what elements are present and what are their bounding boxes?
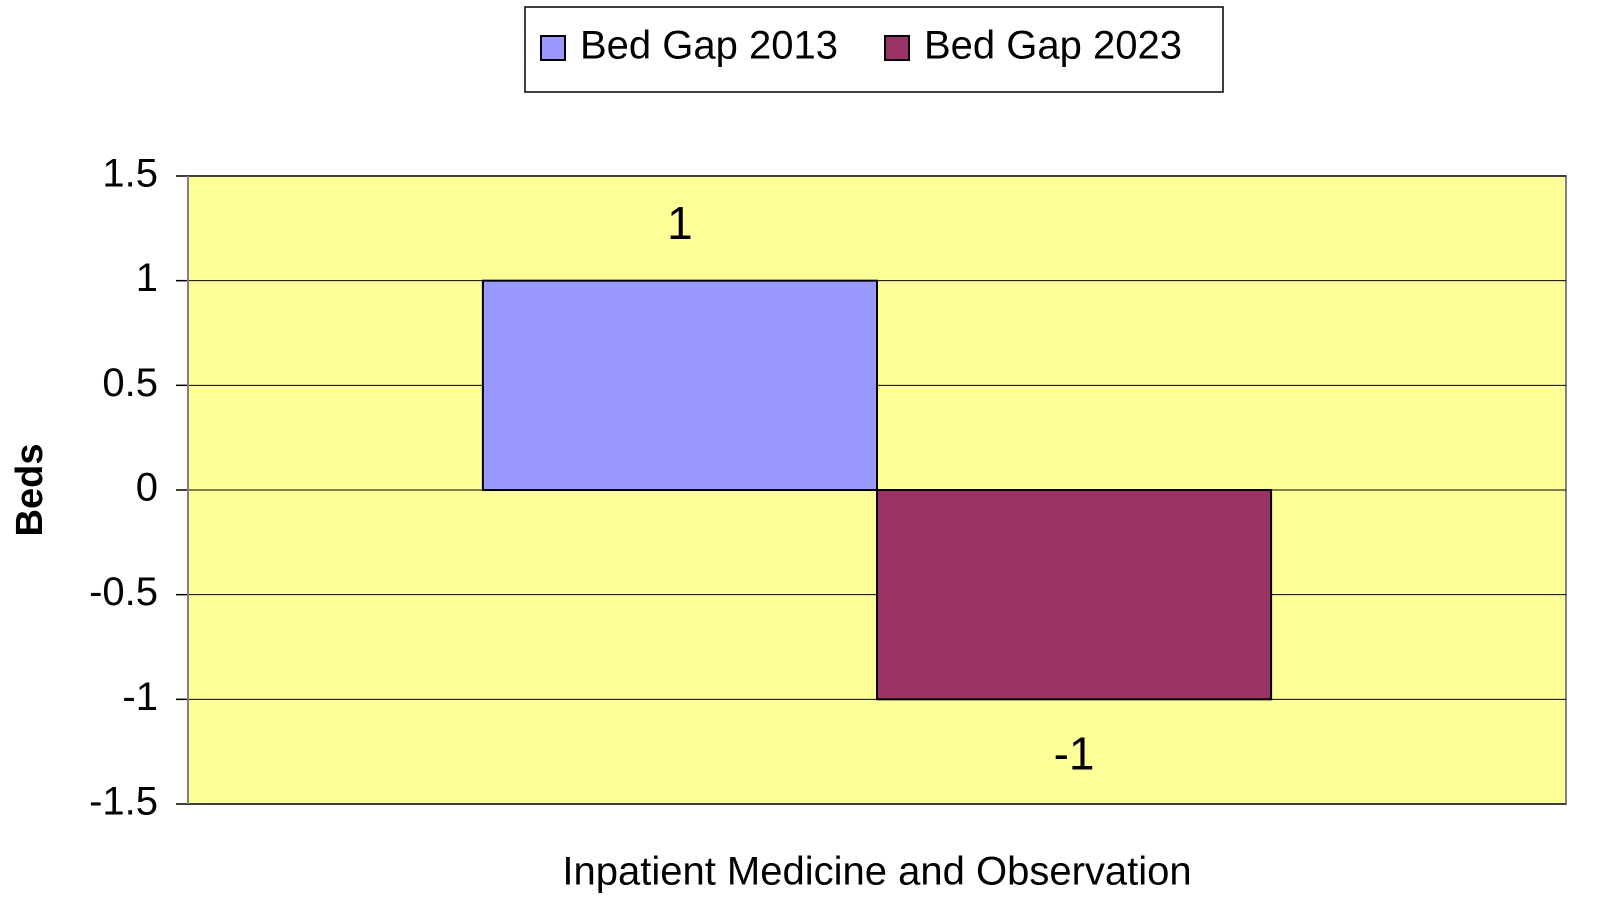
data-label: -1 xyxy=(1054,727,1095,779)
y-tick-label: 0.5 xyxy=(102,361,158,405)
x-tick-label: Inpatient Medicine and Observation xyxy=(562,850,1191,894)
bar xyxy=(481,279,878,491)
legend-label: Bed Gap 2013 xyxy=(580,24,838,68)
data-label: 1 xyxy=(667,197,693,249)
y-tick-label: 1.5 xyxy=(102,152,158,196)
legend-swatch xyxy=(884,35,910,61)
y-tick-label: -1 xyxy=(122,675,158,719)
legend-swatch xyxy=(540,35,566,61)
bar xyxy=(876,489,1273,701)
y-tick-label: 1 xyxy=(136,256,158,300)
y-axis-label: Beds xyxy=(9,444,51,537)
legend-label: Bed Gap 2023 xyxy=(924,24,1182,68)
legend-box xyxy=(524,6,1224,93)
y-tick-label: -1.5 xyxy=(89,780,158,824)
y-tick-label: -0.5 xyxy=(89,570,158,614)
y-tick-label: 0 xyxy=(136,466,158,510)
